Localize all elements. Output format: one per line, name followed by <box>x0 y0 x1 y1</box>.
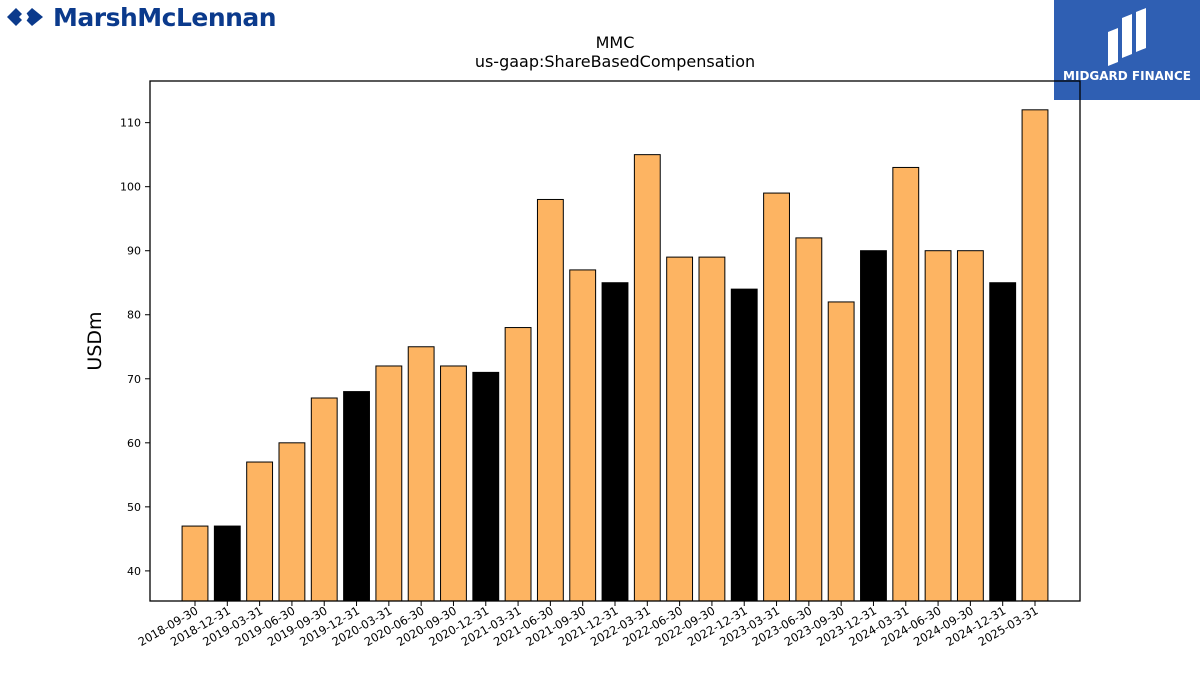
bar <box>666 256 694 602</box>
bar <box>375 365 403 602</box>
bar <box>181 525 209 602</box>
y-tick-label: 40 <box>127 565 141 578</box>
bar <box>795 237 823 602</box>
bar <box>698 256 726 602</box>
bar <box>763 192 790 602</box>
bar <box>730 288 758 602</box>
brand-name: MarshMcLennan <box>53 2 277 32</box>
bar <box>633 154 661 602</box>
y-axis-label: USDm <box>84 311 106 370</box>
bar <box>343 391 370 602</box>
y-tick-label: 50 <box>127 501 141 514</box>
bar <box>407 346 435 602</box>
chart-title: MMC <box>595 33 635 52</box>
brand-mark-icon <box>7 8 43 26</box>
bar <box>827 301 855 602</box>
bar <box>924 250 952 602</box>
partner-name: MIDGARD FINANCE <box>1063 69 1191 83</box>
bar <box>1021 109 1049 602</box>
chart-subtitle: us-gaap:ShareBasedCompensation <box>474 52 756 71</box>
y-tick-label: 90 <box>127 245 141 258</box>
y-tick-label: 80 <box>127 309 141 322</box>
y-tick-label: 70 <box>127 373 141 386</box>
bar <box>440 365 467 602</box>
bar <box>472 371 500 602</box>
bar <box>956 250 984 602</box>
bar <box>213 525 241 602</box>
partner-mark-icon <box>1108 8 1146 66</box>
bar <box>989 282 1017 602</box>
y-tick-label: 60 <box>127 437 141 450</box>
bar <box>860 250 887 602</box>
bar <box>536 198 564 602</box>
y-tick-label: 100 <box>120 181 141 194</box>
bar <box>504 327 532 602</box>
bar <box>569 269 597 602</box>
bar <box>601 282 629 602</box>
bar <box>278 442 306 602</box>
brand-logo: MarshMcLennan <box>5 2 277 32</box>
y-tick-label: 110 <box>120 117 141 130</box>
partner-logo: MIDGARD FINANCE <box>1054 0 1200 100</box>
bar <box>892 166 920 602</box>
bar <box>310 397 338 602</box>
bar <box>246 461 274 602</box>
